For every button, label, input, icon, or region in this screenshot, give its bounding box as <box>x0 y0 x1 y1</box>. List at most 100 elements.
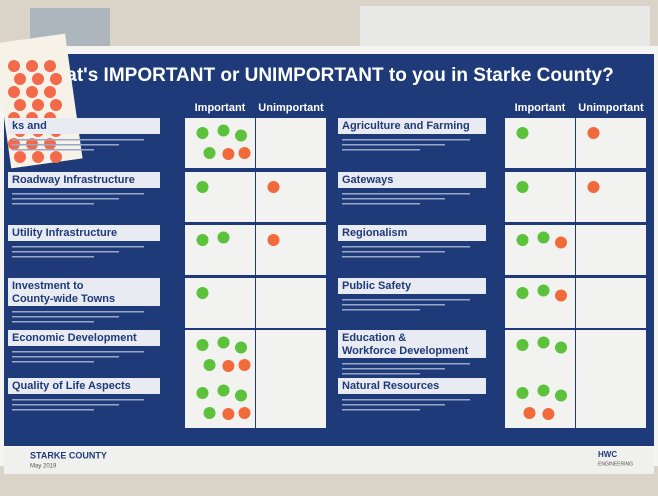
vote-dot <box>218 232 230 244</box>
vote-dot <box>268 234 280 246</box>
vote-dot <box>524 407 536 419</box>
vote-cell <box>505 172 575 222</box>
topic-label-line: Workforce Development <box>342 345 469 357</box>
description-line <box>12 351 144 353</box>
vote-cell <box>185 225 255 275</box>
topic-label: ks and <box>12 120 47 132</box>
vote-dot <box>555 342 567 354</box>
vote-cell <box>505 225 575 275</box>
photo: at's IMPORTANT or UNIMPORTANT to you in … <box>0 0 658 496</box>
vote-cell <box>505 378 575 428</box>
vote-dot <box>517 287 529 299</box>
column-header: Important <box>195 102 246 114</box>
footer-date: May 2019 <box>30 464 57 470</box>
sticker <box>44 86 56 98</box>
vote-cell <box>185 278 255 328</box>
description-line <box>12 399 144 401</box>
vote-cell <box>576 378 646 428</box>
vote-dot <box>517 234 529 246</box>
vote-dot <box>555 390 567 402</box>
vote-cell <box>185 330 255 380</box>
vote-dot <box>222 360 234 372</box>
vote-cell <box>256 278 326 328</box>
description-line <box>12 246 144 248</box>
description-line <box>12 203 94 205</box>
vote-cell <box>256 378 326 428</box>
vote-dot <box>197 287 209 299</box>
vote-dot <box>268 181 280 193</box>
sticker <box>14 73 26 85</box>
vote-cell <box>256 225 326 275</box>
column-header: Important <box>515 102 566 114</box>
vote-dot <box>222 408 234 420</box>
description-line <box>342 404 445 406</box>
vote-dot <box>235 130 247 142</box>
vote-dot <box>588 127 600 139</box>
description-line <box>12 198 119 200</box>
description-line <box>342 246 470 248</box>
description-line <box>12 316 119 318</box>
topic-label: Agriculture and Farming <box>342 120 470 132</box>
topic-label-line: Investment to <box>12 280 84 292</box>
description-line <box>12 139 144 141</box>
title: at's IMPORTANT or UNIMPORTANT to you in … <box>66 65 613 86</box>
vote-cell <box>256 330 326 380</box>
footer-firm-sub: ENGINEERING <box>598 461 633 467</box>
description-line <box>342 373 420 375</box>
sticker <box>50 99 62 111</box>
description-line <box>12 311 144 313</box>
vote-dot <box>517 339 529 351</box>
description-line <box>12 361 94 363</box>
vote-cell <box>576 225 646 275</box>
vote-dot <box>218 125 230 137</box>
vote-dot <box>197 127 209 139</box>
sticker <box>14 151 26 163</box>
description-line <box>342 299 470 301</box>
vote-dot <box>588 181 600 193</box>
vote-dot <box>218 337 230 349</box>
sticker <box>26 60 38 72</box>
topic-label-line: Education & <box>342 332 406 344</box>
description-line <box>342 363 470 365</box>
description-line <box>12 404 119 406</box>
topic-label: Economic Development <box>12 332 137 344</box>
vote-dot <box>239 359 251 371</box>
vote-dot <box>197 234 209 246</box>
vote-cell <box>576 278 646 328</box>
topic-label: Roadway Infrastructure <box>12 174 135 186</box>
footer-county: STARKE COUNTY <box>30 450 107 460</box>
description-line <box>12 409 94 411</box>
vote-dot <box>235 390 247 402</box>
description-line <box>12 149 94 151</box>
footer-firm: HWC <box>598 450 617 459</box>
sticker <box>32 99 44 111</box>
description-line <box>342 409 420 411</box>
description-line <box>342 251 445 253</box>
vote-dot <box>239 407 251 419</box>
sticker <box>32 73 44 85</box>
description-line <box>12 251 119 253</box>
description-line <box>342 399 470 401</box>
sticker <box>8 60 20 72</box>
column-header: Unimportant <box>258 102 324 114</box>
vote-cell <box>576 330 646 380</box>
description-line <box>12 144 119 146</box>
vote-dot <box>538 337 550 349</box>
vote-cell <box>185 172 255 222</box>
sticker <box>44 60 56 72</box>
description-line <box>342 139 470 141</box>
vote-dot <box>542 408 554 420</box>
sticker <box>50 73 62 85</box>
description-line <box>342 368 445 370</box>
vote-cell <box>256 172 326 222</box>
vote-dot <box>204 407 216 419</box>
topic-label: Quality of Life Aspects <box>12 380 131 392</box>
vote-dot <box>239 147 251 159</box>
vote-dot <box>555 237 567 249</box>
vote-dot <box>218 385 230 397</box>
vote-cell <box>505 330 575 380</box>
topic-label: Natural Resources <box>342 380 439 392</box>
sticker <box>8 86 20 98</box>
topic-label: Gateways <box>342 174 393 186</box>
vote-dot <box>517 181 529 193</box>
